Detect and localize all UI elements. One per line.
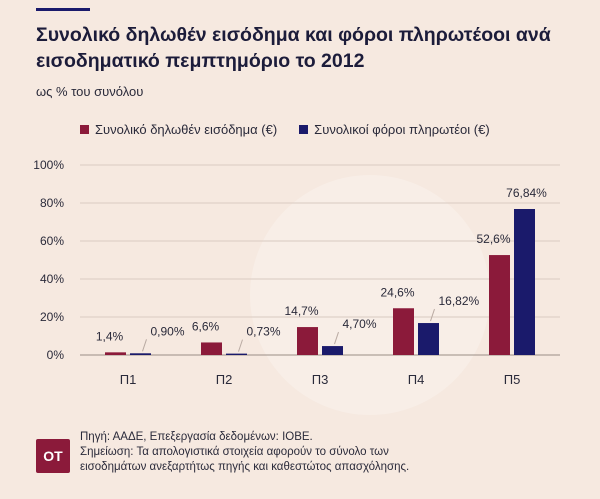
bar-tax xyxy=(418,323,439,355)
note-line-1: Σημείωση: Τα απολογιστικά στοιχεία αφορο… xyxy=(80,446,389,458)
y-tick-label: 20% xyxy=(40,310,64,324)
legend-swatch-income xyxy=(80,125,89,134)
data-label: 16,82% xyxy=(439,294,480,308)
brand-logo: ΟΤ xyxy=(36,439,70,473)
data-label: 76,84% xyxy=(506,186,547,200)
data-label: 24,6% xyxy=(380,285,414,299)
y-tick-label: 0% xyxy=(47,348,65,362)
bar-income xyxy=(201,342,222,355)
bar-income xyxy=(297,327,318,355)
y-tick-label: 100% xyxy=(33,158,64,172)
bar-chart: 0% 20% 40% 60% 80% 100% 1,4% 0,90% Π1 6,6% 0,73% Π2… xyxy=(33,158,560,387)
bar-income xyxy=(489,255,510,355)
label-leader-line xyxy=(430,308,435,322)
bar-tax xyxy=(514,209,535,355)
data-label: 0,73% xyxy=(247,325,281,339)
data-label: 0,90% xyxy=(151,324,185,338)
y-tick-label: 80% xyxy=(40,196,64,210)
legend-item-income: Συνολικό δηλωθέν εισόδημα (€) xyxy=(80,122,277,137)
data-label: 14,7% xyxy=(284,304,318,318)
header-accent-line xyxy=(36,8,90,11)
footer-notes: Πηγή: ΑΑΔΕ, Επεξεργασία δεδομένων: ΙΟΒΕ.… xyxy=(80,430,580,475)
data-label: 1,4% xyxy=(96,329,124,343)
data-label: 52,6% xyxy=(476,232,510,246)
bar-tax xyxy=(130,353,151,355)
data-label: 6,6% xyxy=(192,319,220,333)
source-text: Πηγή: ΑΑΔΕ, Επεξεργασία δεδομένων: ΙΟΒΕ. xyxy=(80,431,313,443)
x-tick-label: Π5 xyxy=(504,372,521,387)
bar-income xyxy=(105,352,126,355)
note-line-2: εισοδημάτων ανεξαρτήτως πηγής και καθεστ… xyxy=(80,461,410,473)
y-tick-label: 40% xyxy=(40,272,64,286)
bar-tax xyxy=(226,353,247,355)
x-tick-label: Π3 xyxy=(312,372,329,387)
legend-label-income: Συνολικό δηλωθέν εισόδημα (€) xyxy=(95,122,278,137)
legend-label-tax: Συνολικοί φόροι πληρωτέοι (€) xyxy=(314,122,490,137)
label-leader-line xyxy=(334,331,339,345)
chart-title: Συνολικό δηλωθέν εισόδημα και φόροι πληρ… xyxy=(36,24,551,72)
legend-swatch-tax xyxy=(299,125,309,134)
data-label: 4,70% xyxy=(343,317,377,331)
bar-tax xyxy=(322,346,343,355)
legend-item-tax: Συνολικοί φόροι πληρωτέοι (€) xyxy=(299,122,490,137)
x-tick-label: Π1 xyxy=(120,372,137,387)
x-tick-label: Π4 xyxy=(408,372,425,387)
label-leader-line xyxy=(142,339,147,352)
chart-subtitle: ως % του συνόλου xyxy=(36,84,144,99)
chart-legend: Συνολικό δηλωθέν εισόδημα (€) Συνολικοί … xyxy=(80,122,512,137)
y-tick-label: 60% xyxy=(40,234,64,248)
x-tick-label: Π2 xyxy=(216,372,233,387)
label-leader-line xyxy=(238,339,243,352)
bar-income xyxy=(393,308,414,355)
